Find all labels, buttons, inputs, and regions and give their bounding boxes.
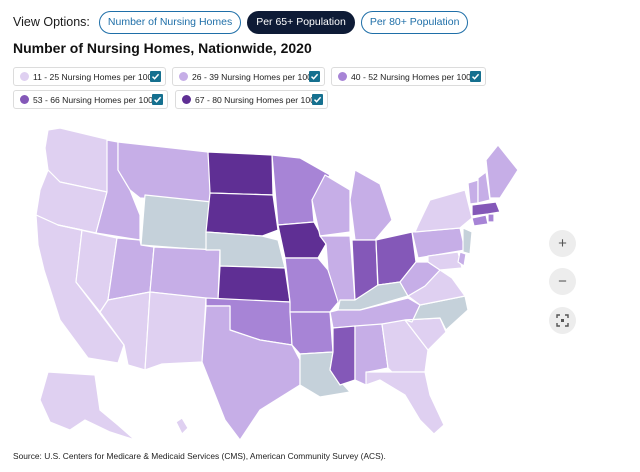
legend-label: 26 - 39 Nursing Homes per 100K <box>192 71 318 82</box>
state-ms[interactable] <box>329 325 356 386</box>
source-note: Source: U.S. Centers for Medicare & Medi… <box>13 451 386 461</box>
legend-item-11-25[interactable]: 11 - 25 Nursing Homes per 100K <box>13 67 166 86</box>
legend-swatch <box>182 95 191 104</box>
legend-checkbox[interactable] <box>312 94 323 105</box>
minus-icon: − <box>558 273 567 290</box>
checkmark-icon <box>153 96 162 103</box>
state-ia[interactable] <box>277 221 327 259</box>
state-md[interactable] <box>427 251 463 271</box>
state-nh[interactable] <box>477 171 491 204</box>
legend-checkbox[interactable] <box>470 71 481 82</box>
zoom-in-button[interactable]: + <box>549 230 576 257</box>
per-65-population-button[interactable]: Per 65+ Population <box>247 10 355 34</box>
view-options-label: View Options: <box>13 15 90 29</box>
state-wi[interactable] <box>311 174 351 237</box>
legend-checkbox[interactable] <box>150 71 161 82</box>
legend-swatch <box>20 95 29 104</box>
legend-swatch <box>20 72 29 81</box>
fit-bounds-button[interactable] <box>549 307 576 334</box>
legend-label: 40 - 52 Nursing Homes per 100K <box>351 71 477 82</box>
state-co[interactable] <box>149 246 221 301</box>
state-sd[interactable] <box>205 192 279 237</box>
legend-item-67-80[interactable]: 67 - 80 Nursing Homes per 100K <box>175 90 328 109</box>
state-ar[interactable] <box>289 311 334 355</box>
checkmark-icon <box>151 73 160 80</box>
state-hi[interactable] <box>175 417 189 435</box>
legend-item-40-52[interactable]: 40 - 52 Nursing Homes per 100K <box>331 67 486 86</box>
legend-checkbox[interactable] <box>152 94 163 105</box>
checkmark-icon <box>471 73 480 80</box>
state-ct[interactable] <box>471 214 489 227</box>
state-fl[interactable] <box>365 371 445 435</box>
state-nj[interactable] <box>462 227 473 255</box>
legend-item-26-39[interactable]: 26 - 39 Nursing Homes per 100K <box>172 67 325 86</box>
state-nm[interactable] <box>144 291 207 371</box>
zoom-out-button[interactable]: − <box>549 268 576 295</box>
legend-label: 11 - 25 Nursing Homes per 100K <box>33 71 158 82</box>
fit-bounds-icon <box>556 314 569 327</box>
state-ny[interactable] <box>414 189 473 233</box>
state-mt[interactable] <box>117 141 213 203</box>
map-title: Number of Nursing Homes, Nationwide, 202… <box>13 40 312 56</box>
per-80-population-button[interactable]: Per 80+ Population <box>360 10 469 34</box>
plus-icon: + <box>558 235 567 252</box>
state-ma[interactable] <box>471 201 501 217</box>
legend-checkbox[interactable] <box>309 71 320 82</box>
legend-swatch <box>338 72 347 81</box>
checkmark-icon <box>310 73 319 80</box>
legend-label: 67 - 80 Nursing Homes per 100K <box>195 94 321 105</box>
number-of-nursing-homes-button[interactable]: Number of Nursing Homes <box>98 10 242 34</box>
state-nd[interactable] <box>207 151 274 196</box>
legend-label: 53 - 66 Nursing Homes per 100K <box>33 94 159 105</box>
state-wy[interactable] <box>140 194 213 251</box>
state-vt[interactable] <box>467 179 479 205</box>
view-options: View Options: Number of Nursing Homes Pe… <box>13 10 474 34</box>
legend-swatch <box>179 72 188 81</box>
state-ri[interactable] <box>487 213 495 223</box>
state-ks[interactable] <box>217 265 291 303</box>
state-mi[interactable] <box>349 169 393 241</box>
legend-item-53-66[interactable]: 53 - 66 Nursing Homes per 100K <box>13 90 168 109</box>
checkmark-icon <box>313 96 322 103</box>
state-mo[interactable] <box>284 257 341 313</box>
state-me[interactable] <box>485 144 519 199</box>
state-ak[interactable] <box>39 371 136 441</box>
state-de[interactable] <box>457 251 467 267</box>
